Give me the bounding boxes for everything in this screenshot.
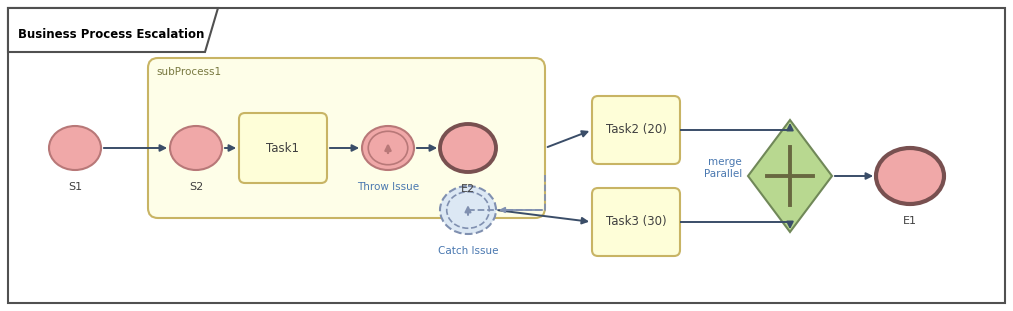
Ellipse shape: [876, 148, 944, 204]
Ellipse shape: [362, 126, 414, 170]
Text: Task3 (30): Task3 (30): [606, 216, 667, 229]
Text: Task2 (20): Task2 (20): [606, 123, 667, 137]
Ellipse shape: [369, 131, 408, 165]
Text: Throw Issue: Throw Issue: [357, 182, 419, 192]
Polygon shape: [748, 120, 832, 232]
Text: Task1: Task1: [266, 142, 300, 155]
Text: E1: E1: [903, 216, 917, 226]
Text: E2: E2: [461, 184, 475, 194]
Ellipse shape: [170, 126, 222, 170]
Text: S2: S2: [188, 182, 204, 192]
Text: S1: S1: [68, 182, 82, 192]
Ellipse shape: [440, 124, 496, 172]
Text: Business Process Escalation: Business Process Escalation: [18, 29, 205, 41]
Text: subProcess1: subProcess1: [156, 67, 221, 77]
Text: merge
Parallel: merge Parallel: [704, 157, 742, 179]
FancyBboxPatch shape: [148, 58, 545, 218]
Ellipse shape: [447, 192, 489, 228]
Ellipse shape: [440, 186, 496, 234]
Text: Catch Issue: Catch Issue: [438, 246, 498, 256]
FancyBboxPatch shape: [8, 8, 1005, 303]
FancyBboxPatch shape: [592, 96, 680, 164]
FancyBboxPatch shape: [592, 188, 680, 256]
Polygon shape: [8, 8, 218, 52]
FancyBboxPatch shape: [239, 113, 327, 183]
Ellipse shape: [49, 126, 101, 170]
